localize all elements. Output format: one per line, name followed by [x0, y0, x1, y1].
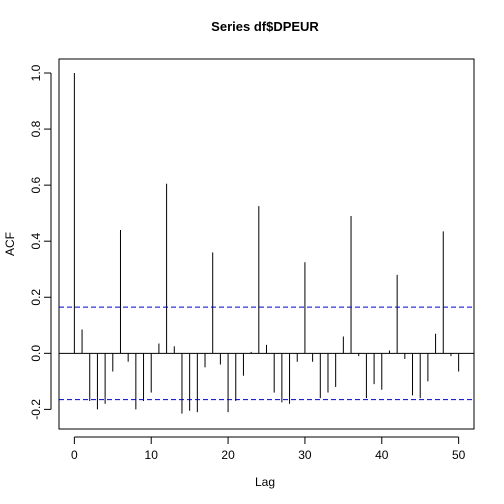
- x-tick-label: 50: [452, 448, 466, 462]
- x-axis: 0 10 20 30 40 50: [71, 436, 466, 462]
- x-tick-label: 30: [298, 448, 312, 462]
- x-tick-label: 10: [145, 448, 159, 462]
- chart-title: Series df$DPEUR: [211, 19, 319, 34]
- confidence-bounds: [59, 306, 474, 401]
- y-tick-label: 1.0: [29, 64, 43, 81]
- y-tick-label: 0.6: [29, 176, 43, 193]
- y-tick-label: -0.2: [29, 399, 43, 420]
- acf-bars: [73, 73, 460, 414]
- x-tick-label: 0: [71, 448, 78, 462]
- y-tick-label: 0.8: [29, 120, 43, 137]
- y-tick-label: 0.4: [29, 233, 43, 250]
- y-tick-label: 0.2: [29, 289, 43, 306]
- y-axis: -0.2 0.0 0.2 0.4 0.6 0.8 1.0: [29, 64, 52, 420]
- plot-frame: [58, 58, 475, 430]
- x-tick-label: 20: [221, 448, 235, 462]
- x-axis-label: Lag: [255, 475, 275, 489]
- y-axis-label: ACF: [3, 232, 17, 256]
- y-tick-label: 0.0: [29, 345, 43, 362]
- x-tick-label: 40: [375, 448, 389, 462]
